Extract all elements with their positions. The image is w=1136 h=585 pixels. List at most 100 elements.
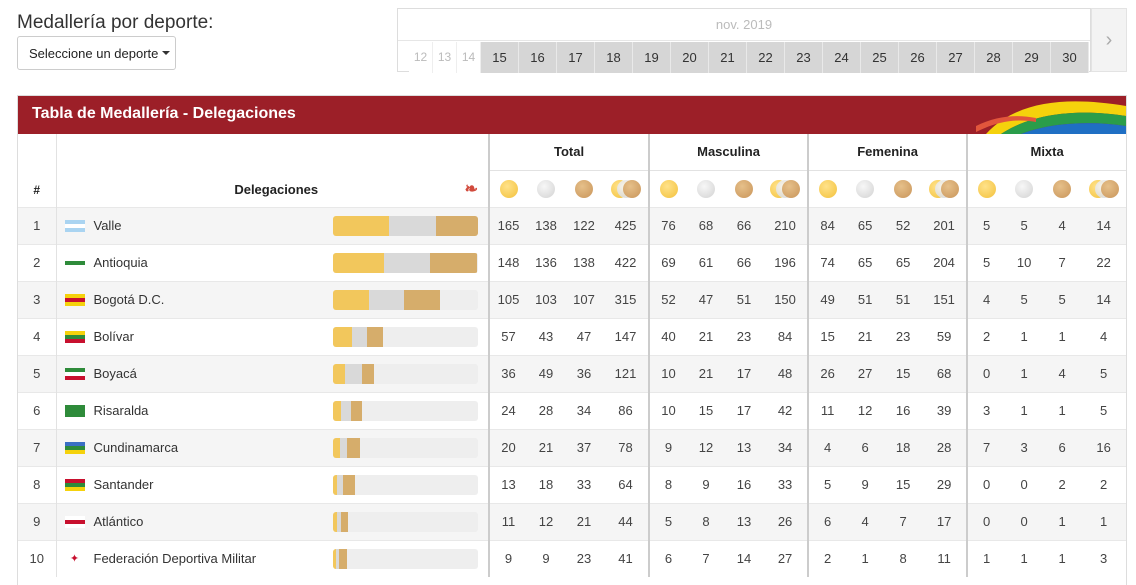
table-row[interactable]: 8 Santander 13 18 33 64 8 9 16 33 5 9 15 29 0 0 2 2 (18, 466, 1127, 503)
medal-distribution-bar (333, 400, 478, 421)
total-bronze-cell: 21 (576, 514, 592, 529)
delegation-name[interactable]: Risaralda (93, 403, 149, 418)
table-row[interactable]: 2 Antioquia 148 136 138 422 69 61 66 196 74 65 65 204… (18, 244, 1127, 281)
silver-medal-icon (697, 179, 716, 198)
bronze-medal-header (1043, 170, 1081, 207)
table-row[interactable]: 3 Bogotá D.C. 105 103 107 315 52 47 51 150 49 51 51 1… (18, 281, 1127, 318)
table-row[interactable]: 7 Cundinamarca 20 21 37 78 9 12 13 34 4 6 18 28 7 3 6 16 (18, 429, 1127, 466)
calendar-day[interactable]: 26 (899, 42, 937, 73)
masc-silver-cell: 8 (702, 514, 710, 529)
delegation-name[interactable]: Bogotá D.C. (93, 292, 165, 307)
calendar-day[interactable]: 29 (1013, 42, 1051, 73)
gold-medal-icon (659, 179, 678, 198)
calendar-day[interactable]: 23 (785, 42, 823, 73)
calendar-day[interactable]: 15 (481, 42, 519, 73)
delegation-name[interactable]: Valle (93, 218, 122, 233)
masc-gold-cell: 69 (648, 244, 688, 281)
bronze-bar-segment (361, 363, 375, 384)
calendar-day[interactable]: 18 (595, 42, 633, 73)
rank-cell: 3 (18, 281, 57, 318)
calendar-day[interactable]: 22 (747, 42, 785, 73)
total-bronze-cell: 36 (576, 366, 592, 381)
delegation-name[interactable]: Boyacá (93, 366, 137, 381)
fem-sum-cell: 204 (933, 255, 955, 270)
mixta-bronze-cell: 1 (1058, 514, 1066, 529)
mixta-bronze-cell: 4 (1058, 218, 1066, 233)
masc-sum-cell: 26 (777, 514, 793, 529)
calendar-day: 13 (433, 42, 457, 73)
gold-bar-segment (333, 252, 384, 273)
calendar-day[interactable]: 19 (633, 42, 671, 73)
table-row[interactable]: 10 ✦ Federación Deportiva Militar 9 9 23 41 6 7 1… (18, 540, 1127, 577)
total-gold-cell: 24 (488, 392, 527, 429)
table-row[interactable]: 6 Risaralda 24 28 34 86 10 15 17 42 11 12 16 39 3 1 1 5 (18, 392, 1127, 429)
table-row[interactable]: 5 Boyacá 36 49 36 121 10 21 17 48 26 27 15 68 0 1 4 5 (18, 355, 1127, 392)
calendar-day[interactable]: 25 (861, 42, 899, 73)
masc-bronze-cell: 13 (736, 440, 752, 455)
fem-silver-cell: 4 (861, 514, 869, 529)
masc-sum-cell: 48 (777, 366, 793, 381)
calendar-day[interactable]: 24 (823, 42, 861, 73)
calendar-day[interactable]: 28 (975, 42, 1013, 73)
masc-silver-cell: 47 (698, 292, 714, 307)
masc-bronze-cell: 66 (736, 218, 752, 233)
medal-table-panel: Tabla de Medallería - Delegaciones # Del… (17, 95, 1127, 585)
delegation-name[interactable]: Cundinamarca (93, 440, 179, 455)
bronze-bar-segment (339, 548, 347, 569)
total-silver-cell: 136 (535, 255, 557, 270)
bronze-bar-segment (403, 289, 441, 310)
delegation-name[interactable]: Antioquia (93, 255, 148, 270)
bronze-bar-segment (429, 252, 477, 273)
masc-silver-cell: 15 (698, 403, 714, 418)
bronze-medal-icon (735, 179, 754, 198)
fem-gold-cell: 2 (807, 540, 847, 577)
delegation-name[interactable]: Federación Deportiva Militar (93, 551, 257, 567)
medal-distribution-bar (333, 511, 478, 532)
fem-bronze-cell: 15 (895, 366, 911, 381)
delegation-flag-icon (64, 367, 85, 380)
rank-cell: 10 (18, 540, 57, 577)
medal-distribution-bar (333, 289, 478, 310)
gold-medal-header (488, 170, 527, 207)
calendar-day[interactable]: 30 (1051, 42, 1089, 73)
gold-bar-segment (333, 400, 342, 421)
medal-stack-icon (929, 179, 960, 198)
calendar-next-button[interactable]: › (1091, 8, 1127, 72)
masc-sum-cell: 84 (777, 329, 793, 344)
calendar-day[interactable]: 20 (671, 42, 709, 73)
fem-sum-cell: 201 (933, 218, 955, 233)
delegation-cell: Bogotá D.C. (56, 281, 489, 318)
silver-medal-header (527, 170, 565, 207)
masc-silver-cell: 7 (702, 551, 710, 567)
bronze-medal-header (565, 170, 603, 207)
masc-sum-cell: 42 (777, 403, 793, 418)
delegation-name[interactable]: Atlántico (93, 514, 144, 529)
games-logo-graphic (976, 101, 1126, 134)
total-gold-cell: 11 (488, 503, 527, 540)
delegation-name[interactable]: Bolívar (93, 329, 134, 344)
fem-sum-cell: 28 (936, 440, 952, 455)
mixta-sum-cell: 14 (1096, 218, 1111, 233)
calendar-day[interactable]: 17 (557, 42, 595, 73)
table-row[interactable]: 9 Atlántico 11 12 21 44 5 8 13 26 6 4 7 17 0 0 1 1 (18, 503, 1127, 540)
sport-dropdown[interactable]: Seleccione un deporte (17, 36, 176, 70)
calendar-day[interactable]: 27 (937, 42, 975, 73)
calendar-day[interactable]: 16 (519, 42, 557, 73)
total-sum-cell: 315 (614, 292, 637, 307)
delegation-name[interactable]: Santander (93, 477, 154, 492)
fem-sum-cell: 17 (936, 514, 952, 529)
masc-silver-cell: 9 (702, 477, 710, 492)
mixta-bronze-cell: 1 (1058, 551, 1066, 567)
table-row[interactable]: 1 Valle 165 138 122 425 76 68 66 210 84 65 52 201 5 5 4 1… (18, 207, 1127, 244)
fem-gold-cell: 15 (807, 318, 847, 355)
delegation-cell: Valle (56, 207, 489, 244)
delegation-cell: Boyacá (56, 355, 489, 392)
total-gold-cell: 148 (488, 244, 527, 281)
table-row[interactable]: 4 Bolívar 57 43 47 147 40 21 23 84 15 21 23 59 2 1 1 4 (18, 318, 1127, 355)
total-bronze-cell: 122 (573, 218, 595, 233)
masc-sum-cell: 27 (777, 551, 793, 567)
mixta-sum-cell: 1 (1099, 514, 1108, 529)
silver-bar-segment (389, 215, 437, 236)
masc-silver-cell: 68 (698, 218, 714, 233)
calendar-day[interactable]: 21 (709, 42, 747, 73)
